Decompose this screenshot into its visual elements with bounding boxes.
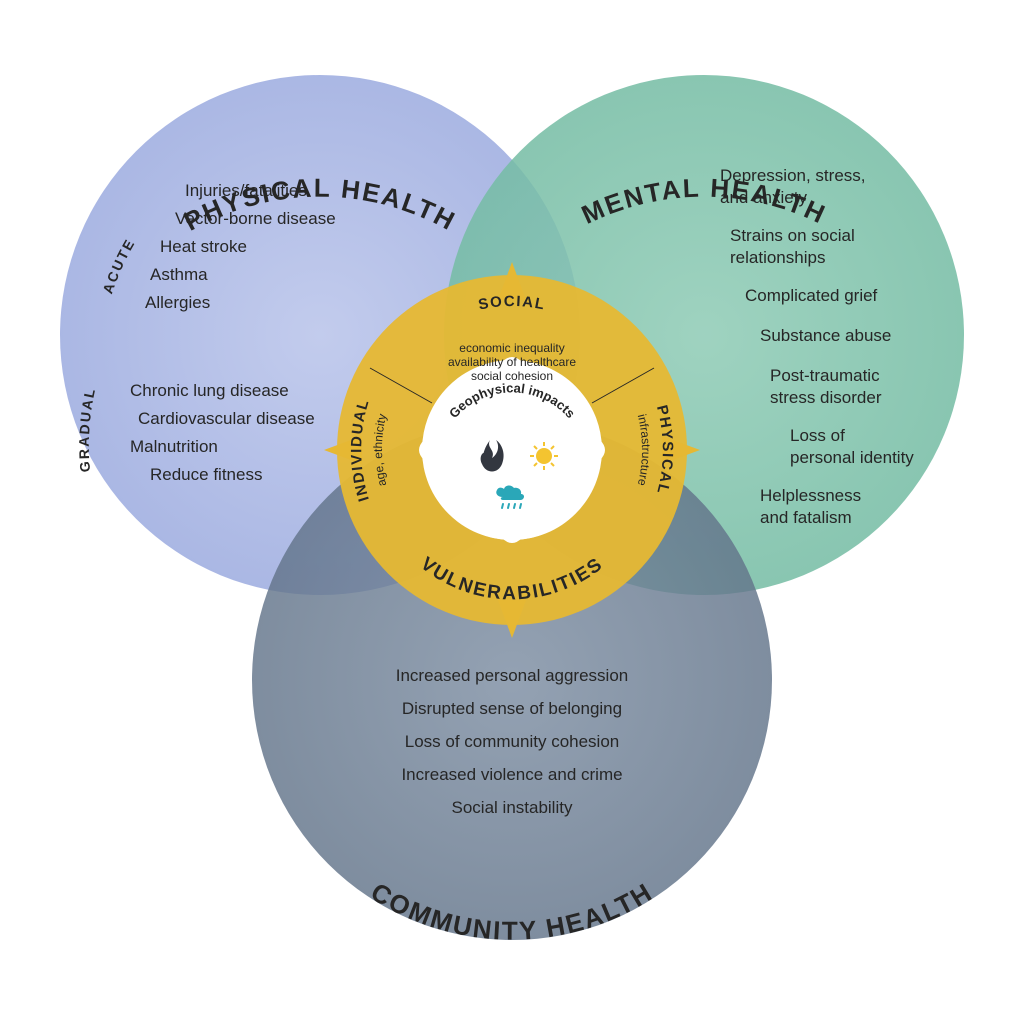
list-item: Post-traumatic stress disorder bbox=[770, 365, 881, 409]
list-item: Depression, stress, and anxiety bbox=[720, 165, 866, 209]
list-item: Complicated grief bbox=[745, 285, 877, 307]
list-item: Substance abuse bbox=[760, 325, 891, 347]
venn-circles-svg: PHYSICAL HEALTH MENTAL HEALTH COMMUNITY … bbox=[0, 0, 1024, 1024]
list-item: Loss of community cohesion bbox=[380, 731, 644, 753]
social-sub-3: social cohesion bbox=[471, 369, 553, 383]
social-sub-1: economic inequality bbox=[459, 341, 564, 355]
list-item: Chronic lung disease bbox=[130, 380, 289, 402]
list-item: Disrupted sense of belonging bbox=[380, 698, 644, 720]
list-item: Vector-borne disease bbox=[175, 208, 336, 230]
list-item: Asthma bbox=[150, 264, 208, 286]
social-sub-2: availability of healthcare bbox=[448, 355, 576, 369]
list-item: Increased violence and crime bbox=[380, 764, 644, 786]
list-item: Social instability bbox=[380, 797, 644, 819]
list-item: Cardiovascular disease bbox=[138, 408, 315, 430]
list-item: Allergies bbox=[145, 292, 210, 314]
venn-diagram: PHYSICAL HEALTH MENTAL HEALTH COMMUNITY … bbox=[0, 0, 1024, 1024]
list-item: Reduce fitness bbox=[150, 464, 262, 486]
list-item: Helplessness and fatalism bbox=[760, 485, 861, 529]
list-item: Heat stroke bbox=[160, 236, 247, 258]
list-item: Injuries/fatalities bbox=[185, 180, 307, 202]
list-item: Increased personal aggression bbox=[380, 665, 644, 687]
list-item: Strains on social relationships bbox=[730, 225, 855, 269]
list-item: Malnutrition bbox=[130, 436, 218, 458]
list-item: Loss of personal identity bbox=[790, 425, 914, 469]
